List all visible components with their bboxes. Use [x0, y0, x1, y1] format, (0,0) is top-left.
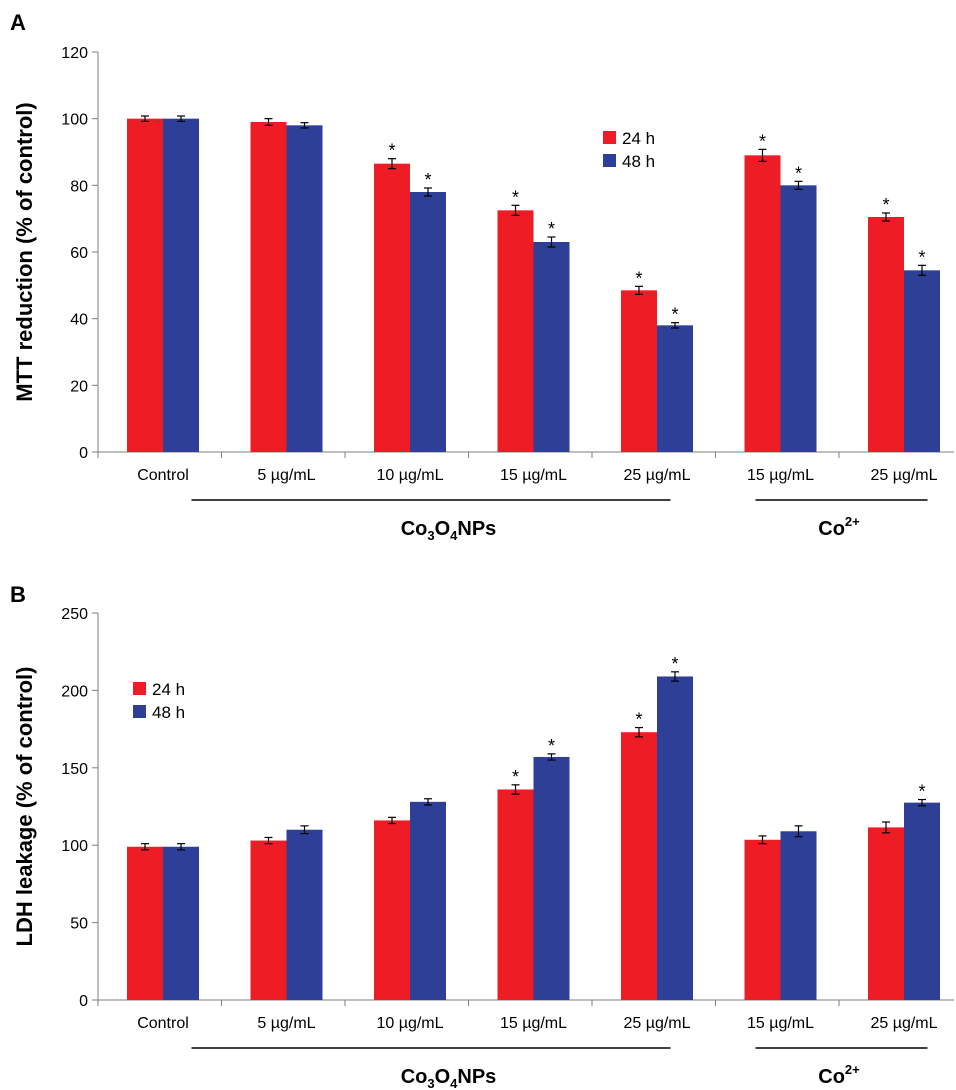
y-axis-label: MTT reduction (% of control) [12, 102, 37, 401]
x-tick-label: 5 µg/mL [257, 1015, 315, 1032]
significance-marker: * [424, 170, 431, 190]
x-tick-label: 10 µg/mL [376, 467, 443, 484]
bar-48h-6 [904, 270, 940, 452]
group-label: Co3O4NPs [401, 518, 497, 543]
group-label: Co2+ [818, 514, 860, 540]
bar-48h-3 [533, 242, 570, 452]
bar-48h-6 [904, 802, 940, 1000]
group-label: Co2+ [818, 1062, 860, 1088]
bar-24h-1 [250, 122, 287, 452]
significance-marker: * [635, 710, 642, 730]
legend-label: 24 h [622, 129, 655, 148]
bar-24h-3 [497, 210, 534, 452]
bar-24h-2 [374, 163, 410, 452]
bar-48h-3 [533, 756, 570, 1000]
x-tick-label: 10 µg/mL [376, 1015, 443, 1032]
y-tick-label: 80 [70, 178, 88, 195]
bar-24h-3 [497, 789, 534, 1000]
y-tick-label: 60 [70, 245, 88, 262]
x-tick-label: 25 µg/mL [623, 1015, 690, 1032]
y-tick-label: 0 [79, 445, 88, 462]
x-tick-label: 15 µg/mL [747, 1015, 814, 1032]
x-tick-label: Control [137, 1015, 189, 1032]
significance-marker: * [671, 654, 678, 674]
y-tick-label: 0 [79, 993, 88, 1010]
bar-24h-6 [868, 217, 904, 452]
legend-label: 24 h [152, 680, 185, 699]
chart-panel-a: A MTT reduction (% of control) 0 20 40 60 80 10… [10, 10, 954, 543]
x-tick-label: 5 µg/mL [257, 467, 315, 484]
significance-marker: * [759, 131, 766, 151]
bar-48h-5 [780, 831, 817, 1000]
bar-48h-1 [286, 125, 323, 452]
chart-panel-b: B LDH leakage (% of control) 0 50 100 150 200 2… [10, 582, 954, 1090]
bar-48h-2 [410, 192, 446, 452]
bar-48h-1 [286, 829, 323, 1000]
bar-24h-5 [744, 839, 781, 1000]
bar-48h-5 [780, 185, 817, 453]
legend-swatch [133, 705, 146, 718]
y-tick-label: 20 [70, 378, 88, 395]
bar-24h-4 [621, 290, 657, 452]
legend-label: 48 h [152, 703, 185, 722]
bar-24h-5 [744, 155, 781, 453]
bar-48h-0 [163, 846, 199, 1000]
x-tick-label: 15 µg/mL [500, 467, 567, 484]
y-tick-label: 200 [61, 683, 88, 700]
panel-letter: A [10, 10, 26, 35]
significance-marker: * [512, 767, 519, 787]
legend-label: 48 h [622, 152, 655, 171]
significance-marker: * [388, 141, 395, 161]
bar-24h-0 [127, 118, 163, 453]
y-tick-label: 40 [70, 312, 88, 329]
x-tick-label: 15 µg/mL [500, 1015, 567, 1032]
x-tick-label: 25 µg/mL [870, 1015, 937, 1032]
bar-24h-0 [127, 846, 163, 1000]
significance-marker: * [548, 736, 555, 756]
x-tick-label: Control [137, 467, 189, 484]
x-tick-label: 25 µg/mL [623, 467, 690, 484]
x-tick-label: 25 µg/mL [870, 467, 937, 484]
y-axis-label: LDH leakage (% of control) [12, 667, 37, 947]
legend-swatch [133, 682, 146, 695]
panel-letter: B [10, 582, 26, 607]
significance-marker: * [635, 268, 642, 288]
significance-marker: * [918, 247, 925, 267]
y-tick-label: 150 [61, 761, 88, 778]
y-tick-label: 100 [61, 112, 88, 129]
y-tick-label: 120 [61, 45, 88, 62]
y-tick-label: 100 [61, 838, 88, 855]
legend-swatch [603, 154, 616, 167]
bar-48h-4 [657, 325, 693, 452]
bar-24h-4 [621, 732, 657, 1000]
significance-marker: * [671, 305, 678, 325]
significance-marker: * [882, 195, 889, 215]
y-tick-label: 250 [61, 606, 88, 623]
y-tick-label: 50 [70, 916, 88, 933]
bar-24h-2 [374, 820, 410, 1000]
significance-marker: * [548, 219, 555, 239]
bar-24h-1 [250, 840, 287, 1000]
x-tick-label: 15 µg/mL [747, 467, 814, 484]
legend-swatch [603, 131, 616, 144]
significance-marker: * [795, 163, 802, 183]
bar-24h-6 [868, 827, 904, 1000]
group-label: Co3O4NPs [401, 1066, 497, 1090]
bar-48h-2 [410, 801, 446, 1000]
bar-48h-4 [657, 676, 693, 1000]
bar-48h-0 [163, 118, 199, 453]
significance-marker: * [512, 187, 519, 207]
significance-marker: * [918, 782, 925, 802]
